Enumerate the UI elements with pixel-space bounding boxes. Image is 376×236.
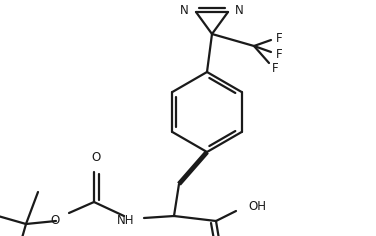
Text: O: O — [51, 214, 60, 227]
Text: F: F — [276, 47, 283, 60]
Text: N: N — [180, 4, 189, 17]
Text: N: N — [235, 4, 244, 17]
Text: O: O — [91, 151, 101, 164]
Text: OH: OH — [248, 201, 266, 214]
Text: NH: NH — [117, 214, 134, 227]
Text: F: F — [276, 31, 283, 45]
Text: F: F — [272, 62, 279, 75]
